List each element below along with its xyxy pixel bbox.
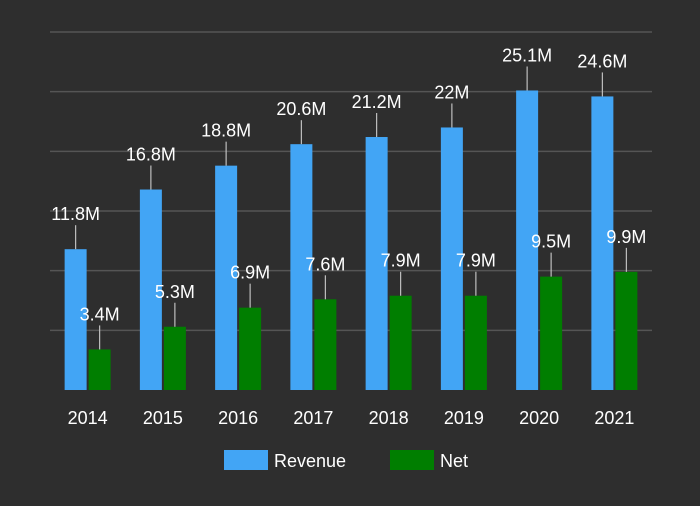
- x-tick-label-2018: 2018: [369, 408, 409, 428]
- data-label-net-2017: 7.6M: [305, 254, 345, 274]
- x-tick-label-2015: 2015: [143, 408, 183, 428]
- x-axis-ticks: 2014 2015 2016 2017 2018 2019 2020 2021: [68, 408, 635, 428]
- data-label-revenue-2014: 11.8M: [51, 204, 100, 224]
- bar-net-2017: [314, 299, 337, 390]
- x-tick-label-2014: 2014: [68, 408, 108, 428]
- bar-revenue-2019: [440, 127, 463, 390]
- legend-label-revenue: Revenue: [274, 451, 346, 471]
- data-label-revenue-2021: 24.6M: [577, 51, 627, 71]
- legend-swatch-net: [390, 450, 434, 470]
- bar-revenue-2017: [290, 144, 313, 390]
- bar-net-2021: [615, 271, 638, 390]
- bar-layer: [64, 90, 638, 391]
- data-label-net-2016: 6.9M: [230, 263, 270, 283]
- data-label-layer: 11.8M 3.4M 16.8M 5.3M 18.8M 6.9M 20.6M 7.6M 21.2…: [51, 45, 646, 350]
- data-label-revenue-2015: 16.8M: [126, 145, 176, 165]
- bar-net-2014: [88, 349, 111, 390]
- bar-revenue-2018: [365, 137, 388, 390]
- data-label-net-2021: 9.9M: [606, 227, 646, 247]
- bar-revenue-2014: [64, 249, 87, 390]
- data-label-net-2015: 5.3M: [155, 282, 195, 302]
- bar-net-2018: [389, 295, 412, 390]
- data-label-revenue-2019: 22M: [434, 82, 469, 102]
- x-tick-label-2020: 2020: [519, 408, 559, 428]
- bar-revenue-2020: [516, 90, 539, 391]
- data-label-net-2019: 7.9M: [456, 251, 496, 271]
- bar-net-2016: [239, 307, 262, 390]
- bar-revenue-2016: [215, 165, 238, 390]
- x-tick-label-2016: 2016: [218, 408, 258, 428]
- data-label-net-2020: 9.5M: [531, 232, 571, 252]
- bar-revenue-2015: [139, 189, 162, 390]
- bar-net-2019: [464, 295, 487, 390]
- legend: Revenue Net: [224, 450, 468, 471]
- data-label-revenue-2018: 21.2M: [352, 92, 402, 112]
- bar-net-2020: [540, 276, 563, 390]
- legend-label-net: Net: [440, 451, 468, 471]
- data-label-revenue-2020: 25.1M: [502, 45, 552, 65]
- bar-net-2015: [163, 326, 186, 390]
- data-label-net-2018: 7.9M: [381, 251, 421, 271]
- x-tick-label-2019: 2019: [444, 408, 484, 428]
- data-label-revenue-2016: 18.8M: [201, 121, 251, 141]
- data-label-net-2014: 3.4M: [80, 304, 120, 324]
- legend-swatch-revenue: [224, 450, 268, 470]
- data-label-revenue-2017: 20.6M: [276, 99, 326, 119]
- x-tick-label-2021: 2021: [594, 408, 634, 428]
- bar-revenue-2021: [591, 96, 614, 390]
- x-tick-label-2017: 2017: [293, 408, 333, 428]
